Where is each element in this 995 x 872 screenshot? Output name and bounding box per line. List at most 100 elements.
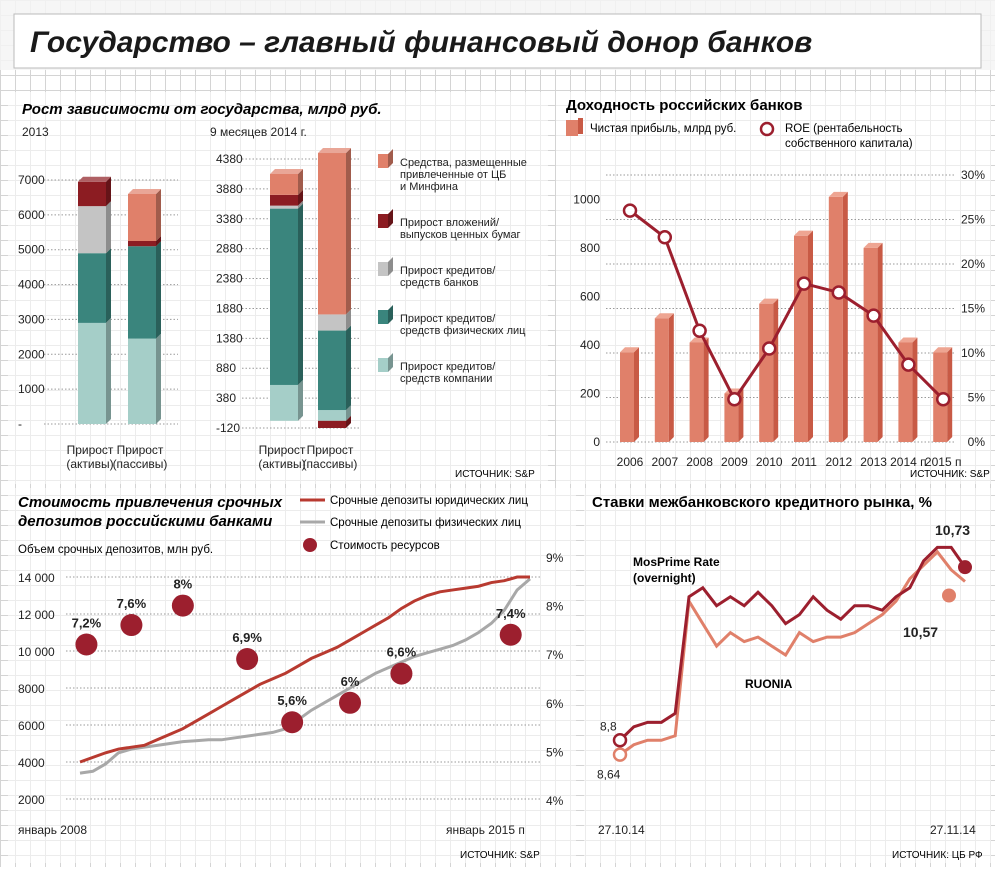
cost-point-label: 7,4% bbox=[496, 606, 526, 621]
x-category-label: 2008 bbox=[686, 455, 713, 469]
cost-point bbox=[499, 623, 522, 646]
legend-swatch bbox=[378, 154, 388, 168]
panel1-period-2013: 2013 bbox=[22, 125, 49, 139]
legend-label-roe-2: собственного капитала) bbox=[785, 138, 913, 150]
y-tick-label: 380 bbox=[216, 391, 236, 405]
mosprime-end-point bbox=[958, 560, 972, 575]
x-category-label: (пассивы) bbox=[113, 457, 168, 471]
bar-segment bbox=[318, 420, 346, 428]
ruonia-end-label: 10,57 bbox=[903, 624, 938, 640]
legend-label-profit: Чистая прибыль, млрд руб. bbox=[590, 123, 736, 135]
bar-top-cap bbox=[128, 188, 161, 194]
roe-line bbox=[629, 209, 945, 403]
legend-label: Прирост кредитов/ bbox=[400, 313, 496, 325]
cost-point bbox=[120, 614, 143, 637]
cost-point-label: 7,6% bbox=[117, 596, 147, 611]
bar-segment-side bbox=[346, 148, 351, 315]
panel2-chart: 1000 800 600 400 200 0 30% 25% 20% 15% 10% 5% 0% 2006… bbox=[573, 168, 985, 469]
profit-bar bbox=[654, 318, 669, 442]
x-category-label: Прирост bbox=[67, 443, 114, 457]
roe-point bbox=[831, 285, 847, 300]
y-tick-label-left: 800 bbox=[580, 241, 600, 255]
legend-marker-roe bbox=[759, 121, 775, 137]
x-category-label: Прирост bbox=[117, 443, 164, 457]
cost-point-label: 6,6% bbox=[387, 645, 417, 660]
profit-bar-top bbox=[759, 298, 779, 304]
title-box bbox=[13, 13, 982, 69]
cost-point bbox=[339, 691, 361, 714]
roe-point bbox=[657, 230, 673, 245]
bar-segment-side bbox=[298, 168, 303, 195]
bar-segment-side bbox=[298, 189, 303, 206]
cost-point bbox=[236, 648, 259, 671]
bar-segment-side bbox=[346, 415, 351, 428]
legend-swatch bbox=[378, 214, 388, 228]
panel3-source: ИСТОЧНИК: S&P bbox=[460, 850, 540, 861]
y-tick-label-left: 200 bbox=[580, 386, 600, 400]
y-tick-label-right: 7% bbox=[546, 648, 564, 662]
mosprime-line bbox=[618, 545, 967, 742]
y-tick-label: 880 bbox=[216, 361, 236, 375]
legend-label: Прирост вложений/ bbox=[400, 217, 500, 229]
panel1-source: ИСТОЧНИК: S&P bbox=[455, 469, 535, 480]
profit-bar-top bbox=[794, 230, 813, 236]
bar-top-cap bbox=[78, 176, 111, 182]
mosprime-end-label: 10,73 bbox=[935, 522, 970, 538]
panel2-source: ИСТОЧНИК: S&P bbox=[910, 469, 990, 480]
profit-bar-top bbox=[933, 347, 953, 353]
legend-label: Прирост кредитов/ bbox=[400, 361, 496, 373]
legend-swatch-profit bbox=[566, 120, 578, 136]
profit-bar bbox=[620, 352, 634, 442]
panel4-label-mosprime-2: (overnight) bbox=[633, 571, 696, 585]
bar-segment bbox=[270, 384, 298, 421]
legend-swatch-side bbox=[388, 257, 393, 276]
y-tick-label-right: 15% bbox=[961, 302, 985, 316]
y-tick-label: 4000 bbox=[18, 278, 45, 292]
panel3-ylabel: Объем срочных депозитов, млн руб. bbox=[18, 544, 213, 556]
y-tick-label-right: 5% bbox=[968, 391, 986, 405]
bar-segment bbox=[128, 338, 156, 424]
legend-label-retail: Срочные депозиты физических лиц bbox=[330, 517, 521, 529]
panel3-title-1: Стоимость привлечения срочных bbox=[18, 494, 283, 511]
y-tick-label-left: 1000 bbox=[573, 192, 600, 206]
panel2-title: Доходность российских банков bbox=[566, 97, 802, 114]
bar-segment-side bbox=[156, 241, 161, 339]
bar-segment bbox=[270, 173, 298, 195]
x-category-label: (пассивы) bbox=[303, 457, 358, 471]
panel1-chart-2014: 4380 3880 3380 2880 2380 1880 1380 880 380 -120 Пр… bbox=[216, 148, 360, 471]
bar-segment bbox=[318, 153, 346, 315]
legend-label: Средства, размещенные bbox=[400, 157, 527, 169]
cost-point-label: 8% bbox=[173, 577, 192, 592]
mosprime-start-label: 8,8 bbox=[600, 719, 617, 733]
profit-bar-side bbox=[947, 347, 953, 442]
y-tick-label: 6000 bbox=[18, 208, 45, 222]
y-tick-label-right: 10% bbox=[961, 346, 985, 360]
y-tick-label-right: 8% bbox=[546, 600, 564, 614]
panel1-chart-2013: 7000600050004000300020001000-Прирост(акт… bbox=[18, 173, 178, 471]
panel4-label-mosprime-1: MosPrime Rate bbox=[633, 555, 720, 569]
y-tick-label-right: 4% bbox=[546, 794, 564, 808]
cost-point-label: 6,9% bbox=[232, 630, 262, 645]
roe-point bbox=[622, 203, 638, 218]
cost-point bbox=[171, 594, 194, 617]
profit-bar-side bbox=[773, 298, 779, 442]
bar-segment-side bbox=[106, 248, 111, 323]
legend-swatch-side bbox=[388, 353, 393, 372]
x-category-label: Прирост bbox=[259, 443, 306, 457]
profit-bar bbox=[828, 196, 843, 442]
y-tick-label-right: 25% bbox=[961, 213, 985, 227]
panel4-chart: 8,8 8,64 10,73 10,57 bbox=[597, 522, 972, 782]
cost-point-label: 5,6% bbox=[277, 693, 307, 708]
legend-label-corporate: Срочные депозиты юридических лиц bbox=[330, 495, 528, 507]
panel3-bg bbox=[8, 488, 576, 863]
y-tick-label-right: 20% bbox=[961, 257, 985, 271]
x-category-label: (активы) bbox=[258, 457, 305, 471]
ruonia-start-point bbox=[612, 747, 628, 762]
bar-segment-side bbox=[156, 236, 161, 247]
x-category-label: 2006 bbox=[617, 455, 644, 469]
legend-swatch bbox=[378, 358, 388, 372]
x-category-label: Прирост bbox=[307, 443, 354, 457]
x-category-label: 2013 bbox=[860, 455, 887, 469]
